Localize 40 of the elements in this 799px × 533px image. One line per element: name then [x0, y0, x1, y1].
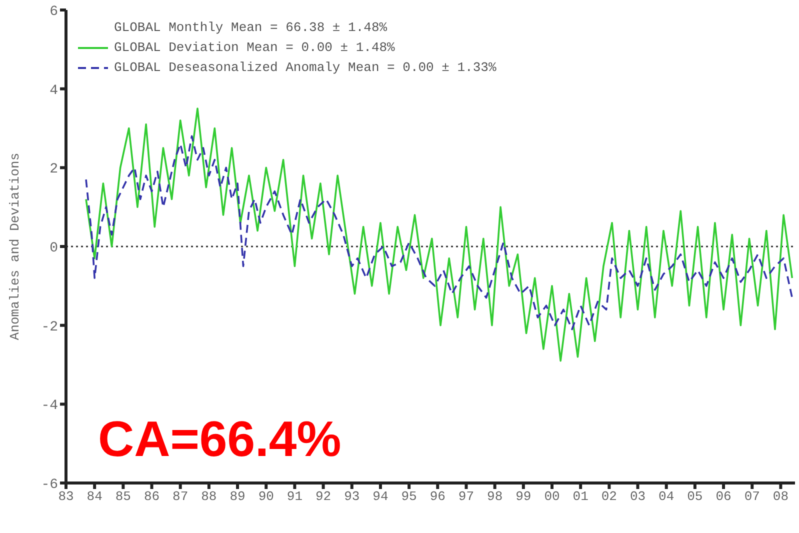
x-tick-label: 88 — [201, 489, 217, 504]
y-tick-label: 4 — [50, 82, 58, 99]
x-tick-label: 90 — [258, 489, 274, 504]
line-series — [85, 108, 794, 362]
x-tick-label: 00 — [544, 489, 560, 504]
x-tick-label: 02 — [601, 489, 617, 504]
x-tick-label: 94 — [372, 489, 388, 504]
annotation: CA=66.4% — [98, 410, 342, 468]
x-tick-label: 01 — [572, 489, 589, 504]
x-tick-label: 87 — [172, 489, 188, 504]
x-tick-label: 07 — [744, 489, 760, 504]
y-tick-label: -6 — [41, 476, 58, 493]
x-tick-label: 95 — [401, 489, 417, 504]
x-tick-label: 92 — [315, 489, 332, 504]
line-series — [85, 135, 794, 330]
y-tick-label: -4 — [41, 398, 58, 414]
x-tick-label: 99 — [516, 489, 532, 504]
x-tick-label: 98 — [487, 489, 503, 504]
x-tick-label: 08 — [772, 489, 789, 504]
x-tick-label: 85 — [115, 489, 131, 504]
x-tick-label: 83 — [58, 489, 74, 504]
y-tick-label: -2 — [41, 319, 58, 336]
y-axis-title: Anomalies and Deviations — [8, 152, 23, 340]
legend-label: GLOBAL Deviation Mean = 0.00 ± 1.48% — [114, 39, 395, 57]
x-tick-label: 04 — [658, 489, 674, 504]
x-tick-label: 93 — [344, 489, 360, 504]
x-tick-label: 84 — [86, 489, 103, 504]
x-tick-label: 06 — [716, 489, 732, 504]
y-tick-label: 6 — [50, 4, 58, 20]
x-tick-label: 05 — [687, 489, 703, 504]
x-tick-label: 86 — [144, 489, 160, 504]
annotation: GLOBAL Monthly Mean = 66.38 ± 1.48% — [113, 19, 388, 37]
x-tick-label: 96 — [430, 489, 446, 504]
x-tick-label: 97 — [458, 489, 474, 504]
y-tick-label: 2 — [50, 162, 58, 178]
x-tick-label: 03 — [630, 489, 646, 504]
y-tick-label: 0 — [50, 240, 58, 256]
x-tick-label: 91 — [286, 489, 303, 504]
x-tick-label: 89 — [230, 489, 246, 504]
legend-label: GLOBAL Deseasonalized Anomaly Mean = 0.00 ± 1.33% — [114, 59, 496, 77]
